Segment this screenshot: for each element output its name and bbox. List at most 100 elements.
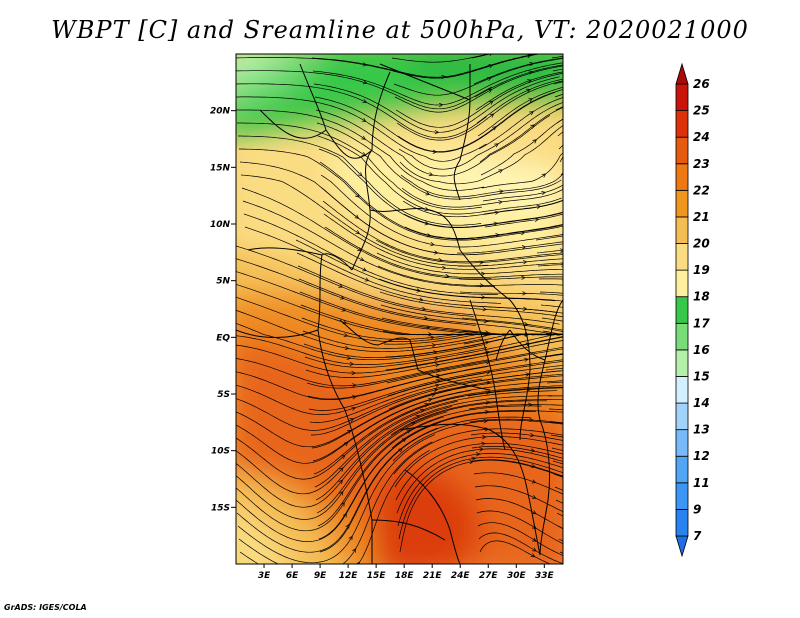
streamline-arrow [494,210,500,215]
colorbar-label: 7 [693,529,702,543]
streamline-arrow [349,418,355,423]
streamline-arrow [401,438,407,443]
colorbar-arrow-low [675,535,689,558]
streamline [552,68,563,72]
streamline [477,522,563,556]
streamline [478,532,563,564]
lat-tick-label: EQ [216,333,230,343]
streamline-arrow [531,510,537,515]
streamline-arrow [521,275,526,280]
streamline-arrow [438,102,444,108]
streamline-arrow [527,45,531,49]
streamline-arrow [530,553,536,558]
streamline-arrow [573,556,577,559]
streamline-arrow [564,339,568,343]
streamline-arrow [532,139,537,144]
streamline-arrow [349,361,355,367]
streamline-arrow [527,79,532,84]
lon-tick-label: 27E [479,571,499,581]
lon-tick-label: 33E [535,571,555,581]
streamline-arrow [419,297,424,302]
streamline-arrow [343,442,349,447]
streamline-arrow [563,292,567,296]
streamline-arrow [361,152,367,157]
streamline-arrow [485,360,491,365]
streamline-arrow [430,242,435,247]
streamline-arrow [425,191,431,196]
colorbar-swatch [675,269,689,298]
lat-tick-label: 10S [211,447,230,457]
streamline-arrow [541,191,547,196]
streamline [398,102,563,170]
colorbar-swatch [675,296,689,324]
streamline [400,173,563,198]
colorbar-swatch [675,136,689,165]
streamline-arrow [361,117,367,122]
streamline-arrow [525,342,531,347]
streamline [399,125,563,185]
streamline [396,80,563,141]
streamline [375,239,563,264]
colorbar-label: 16 [693,343,710,357]
streamline-arrow [572,156,575,160]
streamline-arrow [523,306,528,312]
streamline-arrow [352,548,357,553]
colorbar-label: 13 [693,423,710,437]
streamline-arrow [339,467,344,472]
streamline-arrow [575,194,579,197]
streamline-arrow [530,124,535,129]
streamline-arrow [430,335,435,340]
streamline-arrow [338,479,343,485]
streamline-arrow [433,388,439,393]
colorbar-swatch [675,243,689,271]
streamline-arrow [531,479,537,484]
streamline [396,448,563,514]
streamline [478,97,563,150]
streamline-arrow [424,221,430,226]
streamline [470,432,563,441]
streamline-arrow [576,223,580,227]
streamline [550,434,563,438]
colorbar-label: 18 [693,290,710,304]
streamline-arrow [469,460,474,465]
streamline-arrow [423,315,429,321]
colorbar-swatch [675,482,689,510]
colorbar-label: 17 [693,316,710,330]
lon-tick-label: 9E [314,571,327,581]
streamline-arrow [485,350,491,355]
streamline [565,221,591,227]
streamline-arrow [483,418,489,424]
streamline-arrow [362,99,368,103]
streamline-arrow [339,295,345,300]
streamline-arrow [428,172,434,177]
streamline [399,459,563,553]
lat-tick-label: 5S [217,390,230,400]
streamline-arrow [346,429,352,434]
streamline [395,442,563,501]
streamline-arrow [529,62,535,67]
streamline [561,187,563,189]
streamline-arrow [574,209,578,212]
streamline [536,249,563,254]
streamline-arrow [489,54,493,56]
streamline-arrow [481,434,487,440]
streamline [391,54,491,63]
longitude-axis: 3E 6E 9E 12E 15E 18E 21E 24E 27E 30E 33E [258,564,555,581]
lat-tick-label: 20N [210,107,231,117]
streamline-arrow [431,392,436,398]
streamline-arrow [340,501,345,507]
streamline-arrow [531,463,536,469]
lat-tick-label: 15S [211,503,230,513]
streamline-arrow [569,464,573,468]
streamline-arrow [567,422,571,426]
streamline [544,354,563,358]
lon-tick-label: 30E [507,571,527,581]
streamline-arrow [529,433,535,438]
country-borders [236,63,563,564]
lon-tick-label: 6E [286,571,299,581]
streamline [380,304,563,332]
streamline-arrow [416,288,422,293]
streamline-arrow [338,283,344,288]
streamline-arrow [421,306,427,311]
plot-frame [235,53,564,565]
